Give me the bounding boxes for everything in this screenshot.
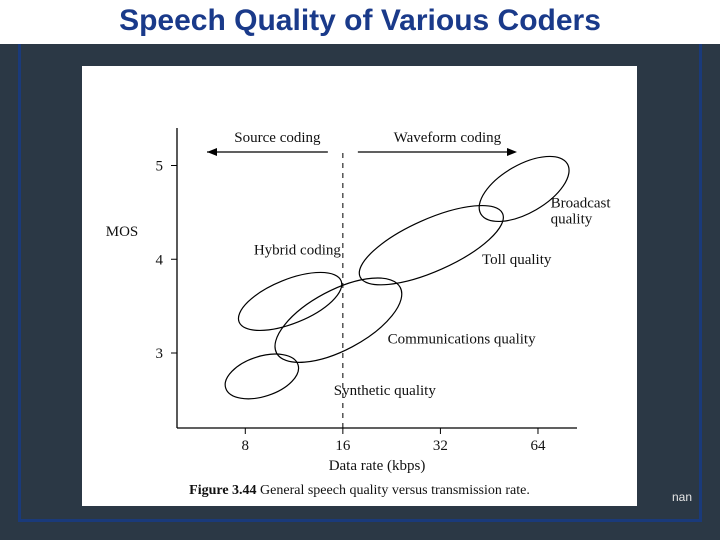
label-communications: Communications quality xyxy=(388,332,536,348)
label-broadcast: Broadcast xyxy=(551,196,612,212)
hybrid-coding-label: Hybrid coding xyxy=(254,243,342,259)
waveform-coding-label: Waveform coding xyxy=(394,130,502,146)
x-axis-label: Data rate (kbps) xyxy=(329,458,426,474)
x-tick-label: 8 xyxy=(242,438,250,454)
slide-root: Speech Quality of Various Coders 8 16 32 64… xyxy=(0,0,720,540)
figure-panel: 8 16 32 64 Data rate (kbps) 3 4 5 MOS Source codi… xyxy=(82,66,637,506)
y-tick-label: 3 xyxy=(156,346,164,362)
page-title: Speech Quality of Various Coders xyxy=(0,0,720,44)
figure-svg: 8 16 32 64 Data rate (kbps) 3 4 5 MOS Source codi… xyxy=(82,66,637,506)
x-tick-label: 32 xyxy=(433,438,448,454)
x-tick-label: 16 xyxy=(335,438,351,454)
label-synthetic: Synthetic quality xyxy=(334,383,437,399)
y-axis-label: MOS xyxy=(106,224,139,240)
label-broadcast: quality xyxy=(551,212,593,228)
x-tick-label: 64 xyxy=(530,438,546,454)
footer-fragment: nan xyxy=(672,490,692,504)
source-coding-label: Source coding xyxy=(234,130,321,146)
y-tick-label: 5 xyxy=(156,159,164,175)
label-toll: Toll quality xyxy=(482,252,552,268)
y-tick-label: 4 xyxy=(156,252,164,268)
figure-caption: Figure 3.44 General speech quality versu… xyxy=(189,483,530,498)
